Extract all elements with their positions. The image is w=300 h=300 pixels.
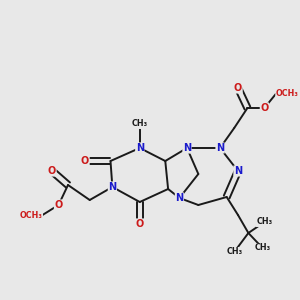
Text: OCH₃: OCH₃ <box>20 211 43 220</box>
Text: CH₃: CH₃ <box>256 218 272 226</box>
Text: O: O <box>54 200 63 210</box>
Text: N: N <box>183 143 191 153</box>
Text: CH₃: CH₃ <box>254 244 271 253</box>
Text: O: O <box>48 166 56 176</box>
Text: N: N <box>176 193 184 203</box>
Text: OCH₃: OCH₃ <box>276 89 298 98</box>
Text: CH₃: CH₃ <box>226 248 242 256</box>
Text: N: N <box>234 166 242 176</box>
Text: N: N <box>136 143 144 153</box>
Text: O: O <box>136 219 144 229</box>
Text: CH₃: CH₃ <box>132 119 148 128</box>
Text: O: O <box>260 103 268 113</box>
Text: O: O <box>234 83 242 93</box>
Text: N: N <box>108 182 116 192</box>
Text: N: N <box>216 143 224 153</box>
Text: O: O <box>81 156 89 166</box>
